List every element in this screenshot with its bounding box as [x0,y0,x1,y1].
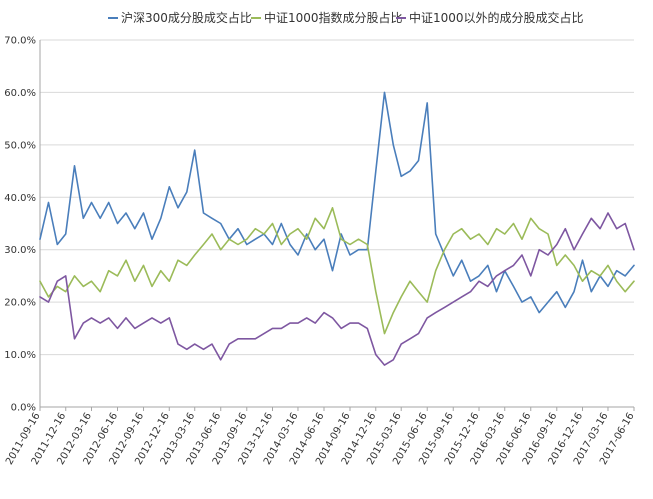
legend: 沪深300成分股成交占比 中证1000指数成分股占比 中证1000以外的成分股成交占… [108,10,584,25]
series-line-1 [39,91,635,314]
x-axis-tick-labels: 2011-09-162011-12-162012-03-162012-06-16… [4,407,637,467]
axes [39,40,634,408]
legend-label: 中证1000以外的成分股成交占比 [409,10,584,25]
y-tick-label: 20.0% [4,298,36,309]
series-line-2 [39,207,635,335]
y-tick-label: 70.0% [4,36,36,47]
y-tick-label: 50.0% [4,140,36,151]
y-tick-label: 60.0% [4,88,36,99]
y-tick-label: 40.0% [4,193,36,204]
y-axis-tick-labels: 0.0% 10.0% 20.0% 30.0% 40.0% 50.0% 60.0% 70.0% [4,36,36,414]
legend-label: 中证1000指数成分股占比 [264,10,403,25]
y-tick-label: 30.0% [4,245,36,256]
y-tick-label: 0.0% [11,403,36,414]
series-lines [39,91,635,366]
gridlines [40,39,634,356]
y-tick-label: 10.0% [4,350,36,361]
legend-label: 沪深300成分股成交占比 [121,10,252,25]
series-line-3 [39,212,635,366]
